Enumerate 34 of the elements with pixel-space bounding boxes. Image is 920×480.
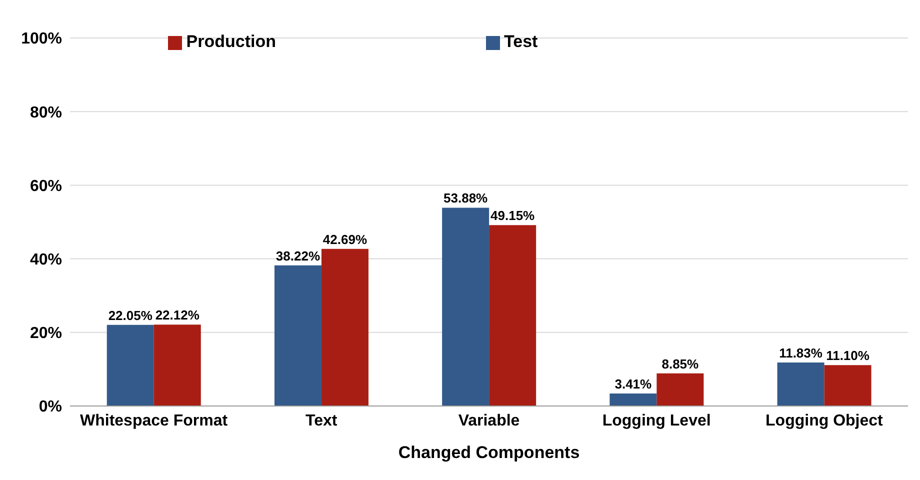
x-tick-label: Logging Object xyxy=(766,412,884,430)
data-label: 11.83% xyxy=(779,345,823,360)
bar xyxy=(489,225,536,406)
legend-label: Production xyxy=(186,32,276,51)
data-label: 38.22% xyxy=(276,248,320,264)
data-label: 11.10% xyxy=(826,348,870,364)
bar xyxy=(777,362,824,406)
data-label: 3.41% xyxy=(614,376,652,392)
bar xyxy=(442,208,490,406)
data-label: 22.05% xyxy=(108,308,153,323)
bar xyxy=(824,365,872,406)
bar xyxy=(321,248,368,406)
y-tick-label: 80% xyxy=(30,104,62,122)
y-tick-label: 20% xyxy=(30,325,62,342)
bar xyxy=(610,393,657,406)
bar xyxy=(154,324,201,406)
bar xyxy=(106,324,154,406)
data-label: 49.15% xyxy=(490,208,536,224)
x-tick-label: Logging Level xyxy=(602,412,711,430)
bar xyxy=(656,373,704,406)
y-tick-label: 40% xyxy=(30,251,62,268)
y-tick-label: 0% xyxy=(38,398,62,416)
x-tick-label: Variable xyxy=(458,412,520,430)
data-label: 8.85% xyxy=(662,356,700,372)
data-label: 42.69% xyxy=(322,232,368,247)
y-tick-label: 60% xyxy=(30,178,62,195)
x-axis-title: Changed Components xyxy=(398,443,580,462)
bar xyxy=(274,265,322,406)
data-label: 22.12% xyxy=(155,308,200,323)
x-tick-label: Whitespace Format xyxy=(80,412,228,430)
x-tick-label: Text xyxy=(306,412,338,430)
data-label: 53.88% xyxy=(444,190,488,206)
legend-label: Test xyxy=(504,32,538,51)
y-tick-label: 100% xyxy=(21,30,62,48)
